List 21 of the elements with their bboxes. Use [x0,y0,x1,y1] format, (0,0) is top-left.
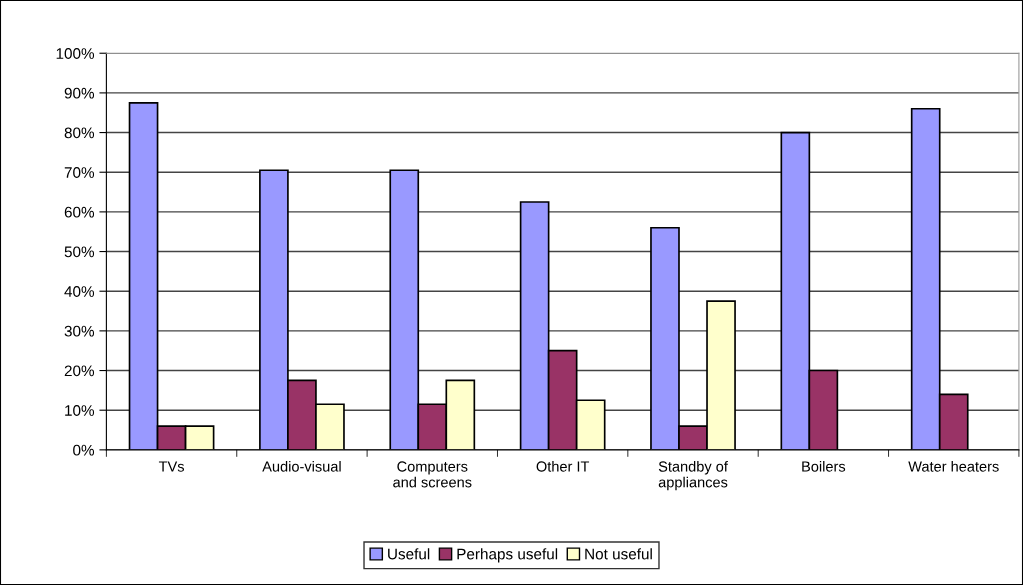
y-tick-label: 60% [64,206,95,218]
y-tick-label: 80% [64,127,95,139]
x-tick-label: Boilers [802,460,846,472]
y-tick-label: 0% [73,444,95,456]
legend-label: Perhaps useful [457,548,558,563]
legend-label: Useful [388,548,430,560]
x-tick-label: TVs [158,461,185,472]
y-tick-label: 30% [64,325,95,337]
y-tick-label: 70% [64,167,95,178]
x-tick-label: Water heaters [908,460,999,472]
y-tick-label: 100% [56,48,95,59]
y-tick-label: 40% [64,286,95,297]
legend-label: Not useful [585,548,652,560]
y-tick-label: 20% [64,365,95,377]
x-tick-label: Other IT [536,460,590,472]
y-tick-label: 50% [64,246,95,258]
x-tick-label: Standby of appliances [658,460,728,491]
x-tick-label: Computers and screens [393,461,472,488]
y-tick-label: 90% [64,87,95,99]
y-tick-label: 10% [65,405,95,416]
x-tick-label: Audio-visual [262,460,341,472]
